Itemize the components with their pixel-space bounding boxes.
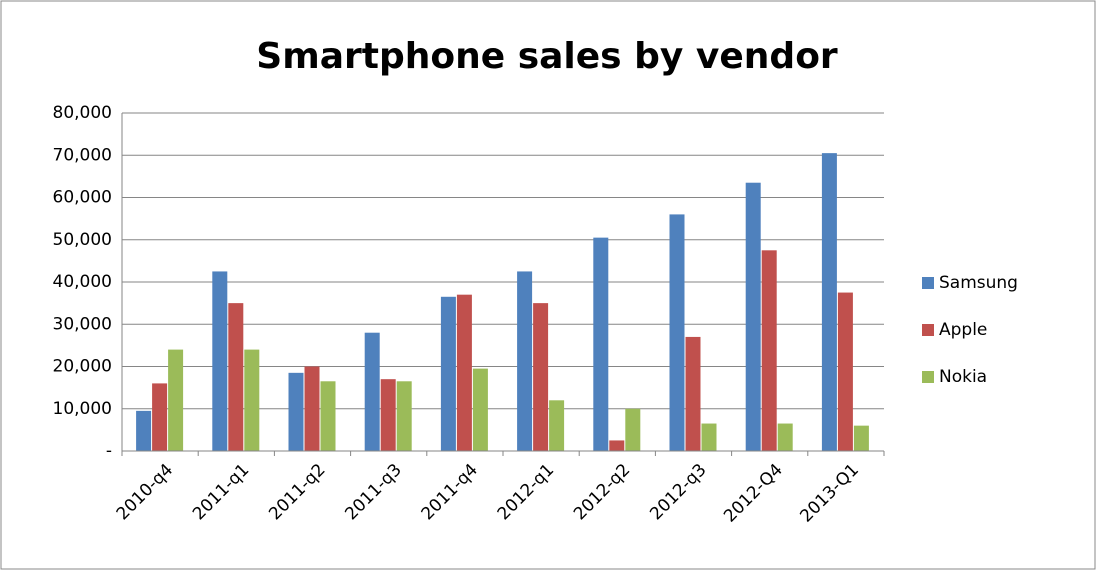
y-tick-label: 30,000 (53, 314, 112, 334)
bar (761, 250, 777, 451)
bar (701, 423, 717, 451)
bar (288, 372, 304, 451)
legend-label: Apple (939, 320, 987, 340)
bar (777, 423, 793, 451)
bar (228, 303, 244, 451)
bar (456, 294, 472, 451)
bar (396, 381, 412, 451)
bar (380, 379, 396, 451)
bar (152, 383, 168, 451)
bar (304, 366, 320, 451)
legend-label: Nokia (939, 367, 987, 387)
bar (440, 296, 456, 451)
bar (533, 303, 549, 451)
y-tick-label: 50,000 (53, 230, 112, 250)
bar (549, 400, 565, 451)
bar (136, 410, 152, 451)
bar (212, 271, 228, 451)
y-tick-label: 60,000 (53, 188, 112, 208)
bar (837, 292, 853, 451)
legend-swatch (922, 277, 934, 289)
bar (320, 381, 336, 451)
bar (745, 182, 761, 451)
y-tick-label: 80,000 (53, 103, 112, 123)
bar (364, 332, 380, 451)
bar (853, 425, 869, 451)
chart-title: Smartphone sales by vendor (256, 36, 838, 77)
legend-swatch (922, 371, 934, 383)
bar (625, 408, 641, 451)
bar (168, 349, 184, 451)
y-tick-label: 10,000 (53, 399, 112, 419)
bar (472, 368, 488, 451)
y-tick-label: 40,000 (53, 272, 112, 292)
bar (685, 336, 701, 451)
bar (821, 153, 837, 451)
bar (669, 214, 685, 451)
bar (593, 237, 609, 451)
y-tick-label: - (106, 441, 112, 461)
legend-label: Samsung (939, 273, 1018, 293)
legend-swatch (922, 324, 934, 336)
bar (517, 271, 533, 451)
y-tick-label: 70,000 (53, 145, 112, 165)
y-tick-label: 20,000 (53, 357, 112, 377)
bar (609, 440, 625, 451)
bar (244, 349, 260, 451)
